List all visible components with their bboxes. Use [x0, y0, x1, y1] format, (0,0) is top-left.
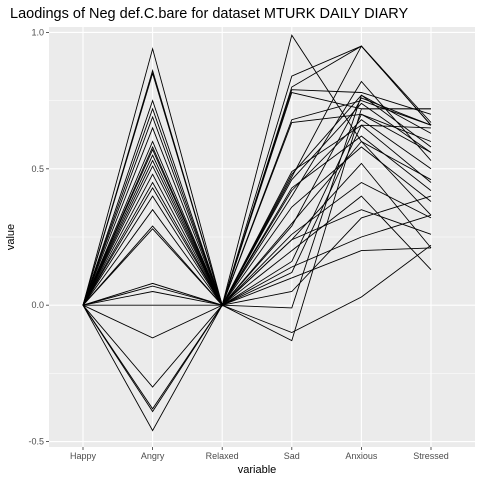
- x-tick-label: Sad: [284, 451, 300, 461]
- x-tick-label: Happy: [70, 451, 97, 461]
- series-line-17: [82, 97, 432, 306]
- series-line-1: [82, 34, 432, 307]
- series-line-15: [82, 140, 432, 306]
- series-line-8: [82, 94, 432, 307]
- series-line-13: [82, 80, 432, 307]
- series-line-25: [82, 244, 432, 339]
- x-tick-label: Anxious: [345, 451, 378, 461]
- chart-title: Laodings of Neg def.C.bare for dataset M…: [10, 6, 408, 22]
- series-line-29: [82, 45, 432, 432]
- x-axis-title: variable: [238, 464, 277, 476]
- series-line-28: [82, 94, 432, 413]
- series-line-24: [83, 195, 432, 306]
- x-tick-label: Angry: [141, 451, 165, 461]
- series-line-23: [82, 247, 432, 306]
- y-tick-label: 0.0: [31, 300, 44, 310]
- series-layer: [82, 34, 432, 432]
- x-tick-label: Relaxed: [206, 451, 239, 461]
- series-line-18: [82, 181, 432, 306]
- series-line-7: [82, 113, 432, 307]
- y-tick-label: 1.0: [31, 27, 44, 37]
- series-line-9: [82, 102, 432, 307]
- series-line-21: [82, 113, 432, 306]
- series-line-22: [82, 214, 432, 306]
- y-axis-title: value: [5, 224, 17, 250]
- x-tick-label: Stressed: [413, 451, 449, 461]
- y-tick-label: 0.5: [31, 164, 44, 174]
- series-line-27: [82, 124, 432, 410]
- series-line-14: [82, 146, 432, 307]
- grid-layer: [49, 27, 475, 447]
- series-line-6: [82, 100, 432, 307]
- tick-layer: -0.5 0.0 0.5 1.0 Happy Angry Relaxed Sad Anxious…: [28, 27, 448, 461]
- series-line-11: [82, 124, 432, 307]
- y-tick-label: -0.5: [28, 437, 44, 447]
- series-line-10: [82, 119, 432, 307]
- series-line-12: [82, 135, 432, 307]
- series-line-26: [82, 108, 431, 388]
- series-line-20: [82, 195, 432, 306]
